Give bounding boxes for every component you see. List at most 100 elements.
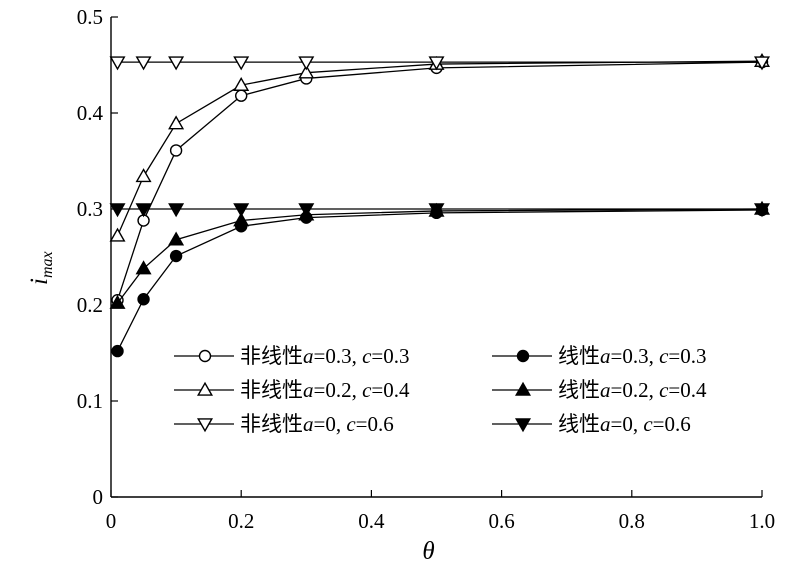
y-axis-label-sub: max — [39, 251, 56, 278]
data-point — [234, 89, 248, 102]
legend-item: 线性a=0.3, c=0.3 — [492, 344, 707, 368]
data-point — [109, 203, 126, 218]
data-point — [109, 294, 126, 309]
legend-label-part: =0.4 — [371, 378, 410, 402]
data-point — [169, 144, 183, 157]
series-layer — [109, 52, 771, 358]
data-point — [298, 203, 315, 218]
legend-label-part: a — [600, 412, 611, 436]
legend-marker — [196, 381, 214, 396]
series-line — [116, 61, 763, 301]
data-point — [233, 203, 250, 218]
legend-label-part: 非线性 — [240, 344, 303, 368]
data-point — [109, 227, 126, 242]
legend-label: 线性a=0.3, c=0.3 — [558, 344, 707, 368]
legend-label-part: c — [362, 378, 372, 402]
data-point — [135, 260, 152, 275]
series-6 — [109, 203, 771, 218]
legend-label-part: =0.3, — [611, 344, 660, 368]
data-point — [135, 56, 152, 71]
legend-marker — [514, 381, 532, 396]
data-point — [109, 56, 126, 71]
legend-item: 非线性a=0.3, c=0.3 — [174, 344, 410, 368]
legend-item: 线性a=0.2, c=0.4 — [492, 378, 707, 402]
series-1 — [111, 55, 769, 307]
legend-label-part: =0, — [611, 412, 644, 436]
x-tick-label: 0.2 — [228, 509, 254, 533]
data-point — [233, 56, 250, 71]
data-point — [428, 56, 445, 71]
legend-label-part: c — [643, 412, 653, 436]
legend-label-part: 线性 — [558, 378, 600, 402]
legend-label: 线性a=0, c=0.6 — [558, 412, 691, 436]
legend-label-part: a — [303, 412, 314, 436]
data-point — [233, 212, 250, 227]
legend-label-part: =0.3 — [668, 344, 706, 368]
data-point — [168, 231, 185, 246]
series-2 — [111, 203, 769, 358]
y-tick-label: 0.1 — [77, 389, 103, 413]
y-axis-label: imax — [26, 251, 56, 285]
legend-label-part: 非线性 — [240, 378, 303, 402]
x-tick-label: 1.0 — [749, 509, 775, 533]
legend-label-part: =0.6 — [653, 412, 691, 436]
data-point — [428, 203, 445, 218]
series-line — [116, 208, 763, 304]
data-point — [168, 115, 185, 130]
y-tick-label: 0.2 — [77, 293, 103, 317]
legend-label: 线性a=0.2, c=0.4 — [558, 378, 707, 402]
data-point — [298, 64, 315, 79]
axes: 0 0.2 0.4 0.6 0.8 1.0 0 0.1 0.2 0.3 0.4 0.5 — [77, 5, 775, 533]
legend-marker — [514, 418, 532, 433]
legend-label: 非线性a=0.3, c=0.3 — [240, 344, 410, 368]
legend-label-part: =0.4 — [668, 378, 707, 402]
legend-marker — [198, 349, 212, 363]
y-tick-label: 0.4 — [77, 101, 104, 125]
legend-label-part: a — [303, 344, 314, 368]
legend-label-part: a — [303, 378, 314, 402]
x-tick-label: 0.6 — [488, 509, 514, 533]
y-axis-label-main: i — [26, 278, 53, 285]
x-tick-label: 0.4 — [358, 509, 385, 533]
series-5 — [109, 56, 771, 71]
data-point — [168, 56, 185, 71]
legend-label-part: c — [659, 344, 669, 368]
legend-label-part: c — [362, 344, 372, 368]
legend-item: 线性a=0, c=0.6 — [492, 412, 691, 436]
legend-label-part: a — [600, 344, 611, 368]
legend-label-part: =0.3, — [314, 344, 363, 368]
legend-label-part: 非线性 — [240, 412, 303, 436]
data-point — [135, 168, 152, 183]
legend-label-part: =0, — [314, 412, 347, 436]
legend-label-part: =0.2, — [314, 378, 363, 402]
legend-label-part: =0.6 — [356, 412, 394, 436]
data-point — [168, 203, 185, 218]
legend-label-part: 线性 — [558, 344, 600, 368]
legend-label-part: c — [659, 378, 669, 402]
x-axis-label: θ — [422, 538, 434, 565]
legend-label: 非线性a=0.2, c=0.4 — [240, 378, 410, 402]
y-tick-label: 0.5 — [77, 5, 103, 29]
y-tick-label: 0.3 — [77, 197, 103, 221]
data-point — [137, 293, 150, 306]
legend-label: 非线性a=0, c=0.6 — [240, 412, 394, 436]
legend-label-part: 线性 — [558, 412, 600, 436]
legend-label-part: =0.3 — [371, 344, 409, 368]
legend-label-part: a — [600, 378, 611, 402]
legend-item: 非线性a=0.2, c=0.4 — [174, 378, 410, 402]
data-point — [298, 56, 315, 71]
x-tick-label: 0.8 — [619, 509, 645, 533]
legend-item: 非线性a=0, c=0.6 — [174, 412, 394, 436]
legend-label-part: =0.2, — [611, 378, 660, 402]
data-point — [169, 249, 183, 263]
legend-marker — [196, 418, 214, 433]
x-tick-label: 0 — [106, 509, 117, 533]
data-point — [135, 203, 152, 218]
y-tick-label: 0 — [93, 485, 104, 509]
legend-label-part: c — [346, 412, 356, 436]
data-point — [111, 344, 124, 358]
series-line — [116, 209, 763, 352]
data-point — [753, 203, 771, 218]
